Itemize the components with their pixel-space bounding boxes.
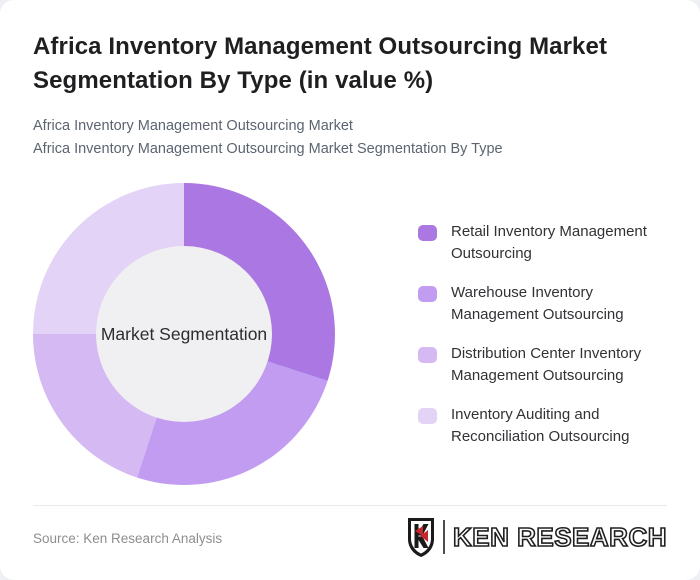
logo-divider <box>442 520 445 554</box>
header: Africa Inventory Management Outsourcing … <box>0 0 700 160</box>
legend-swatch <box>418 408 437 424</box>
legend-item-label: Distribution Center Inventory Management… <box>451 345 642 384</box>
logo-shield-icon <box>407 518 434 557</box>
legend-swatch <box>418 225 437 241</box>
legend-item-label: Retail Inventory Management Outsourcing <box>451 223 647 262</box>
legend-swatch <box>418 347 437 363</box>
chart-legend: Retail Inventory Management Outsourcing W… <box>418 221 667 465</box>
subtitle-line-1: Africa Inventory Management Outsourcing … <box>33 118 353 134</box>
ken-research-logo: KEN RESEARCH <box>406 515 667 559</box>
legend-swatch <box>418 286 437 302</box>
legend-item: Warehouse Inventory Management Outsourci… <box>418 282 667 326</box>
source-text: Source: Ken Research Analysis <box>33 531 223 546</box>
legend-item: Distribution Center Inventory Management… <box>418 343 667 387</box>
donut-chart: Market Segmentation <box>33 183 335 485</box>
donut-hole: Market Segmentation <box>96 246 272 422</box>
subtitle-line-2: Africa Inventory Management Outsourcing … <box>33 140 503 157</box>
breadcrumb-subtitles: Africa Inventory Management Outsourcing … <box>33 115 664 160</box>
logo-shield-red-triangle-icon <box>420 530 428 542</box>
donut-center-label: Market Segmentation <box>100 323 268 344</box>
logo-red-triangle-icon <box>414 525 423 536</box>
footer-divider <box>33 505 667 506</box>
legend-item: Inventory Auditing and Reconciliation Ou… <box>418 404 667 448</box>
logo-wordmark: KEN RESEARCH <box>452 521 667 553</box>
legend-item-label: Warehouse Inventory Management Outsourci… <box>451 284 624 323</box>
legend-item: Retail Inventory Management Outsourcing <box>418 221 667 265</box>
page-title: Africa Inventory Management Outsourcing … <box>33 33 608 94</box>
legend-item-label: Inventory Auditing and Reconciliation Ou… <box>451 406 630 445</box>
